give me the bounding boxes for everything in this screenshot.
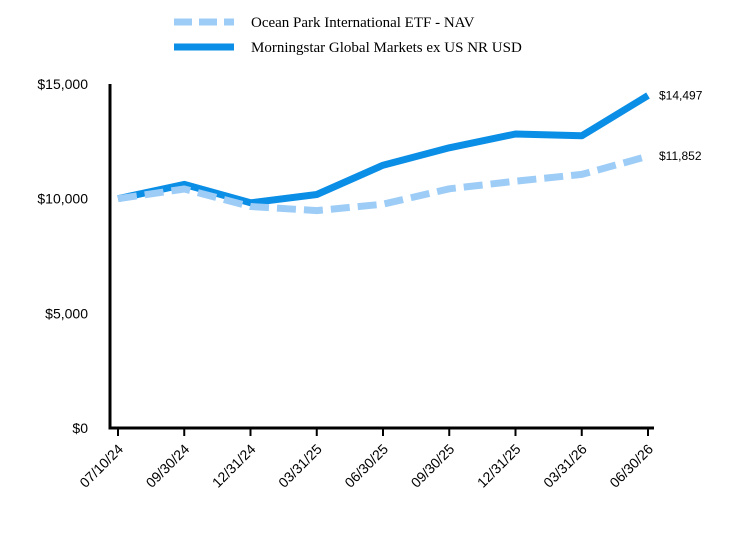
x-tick-label-7: 03/31/26 [540,441,590,491]
y-tick-label-1: $5,000 [45,305,88,321]
y-tick-label-2: $10,000 [37,191,88,207]
x-tick-label-4: 06/30/25 [341,441,391,491]
x-tick-label-1: 09/30/24 [143,441,193,491]
x-tick-label-3: 03/31/25 [275,441,325,491]
y-tick-label-0: $0 [72,420,88,436]
x-tick-label-5: 09/30/25 [408,441,458,491]
series-line-1 [117,92,650,207]
x-tick-label-0: 07/10/24 [76,441,126,491]
series-layer [117,92,650,215]
end-labels: $11,852 $14,497 [659,89,703,164]
series-line-0 [117,152,649,215]
x-tick-label-6: 12/31/25 [474,441,524,491]
x-tick-label-8: 06/30/26 [606,441,656,491]
legend-label-0: Ocean Park International ETF - NAV [251,15,475,31]
legend: Ocean Park International ETF - NAV Mornin… [174,15,522,56]
x-tick-label-2: 12/31/24 [209,441,259,491]
end-label-1: $14,497 [659,89,703,103]
y-tick-label-3: $15,000 [37,76,88,92]
end-label-0: $11,852 [659,149,702,163]
legend-label-1: Morningstar Global Markets ex US NR USD [251,40,522,56]
